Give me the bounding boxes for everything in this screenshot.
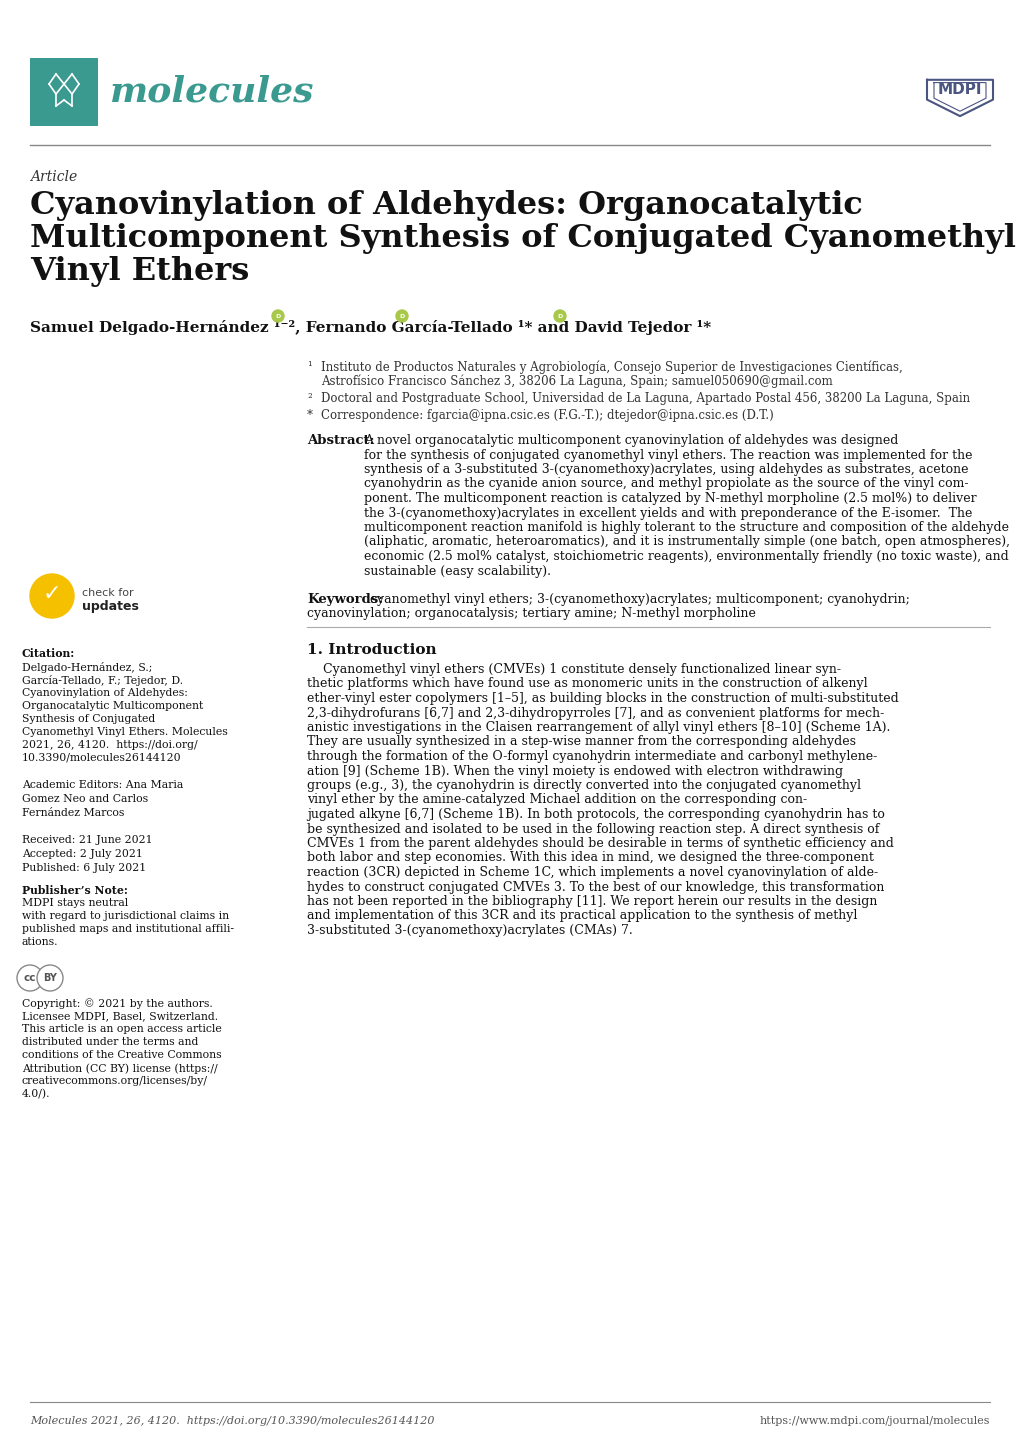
Text: MDPI stays neutral: MDPI stays neutral bbox=[22, 898, 128, 908]
Text: Doctoral and Postgraduate School, Universidad de La Laguna, Apartado Postal 456,: Doctoral and Postgraduate School, Univer… bbox=[321, 392, 969, 405]
Text: cc: cc bbox=[23, 973, 37, 983]
Text: Molecules 2021, 26, 4120.  https://doi.org/10.3390/molecules26144120: Molecules 2021, 26, 4120. https://doi.or… bbox=[30, 1416, 434, 1426]
Text: Multicomponent Synthesis of Conjugated Cyanomethyl: Multicomponent Synthesis of Conjugated C… bbox=[30, 224, 1015, 254]
Text: Citation:: Citation: bbox=[22, 647, 75, 659]
Text: molecules: molecules bbox=[110, 75, 314, 110]
Text: Cyanomethyl Vinyl Ethers. Molecules: Cyanomethyl Vinyl Ethers. Molecules bbox=[22, 727, 227, 737]
Text: synthesis of a 3-substituted 3-(cyanomethoxy)acrylates, using aldehydes as subst: synthesis of a 3-substituted 3-(cyanomet… bbox=[364, 463, 968, 476]
Circle shape bbox=[30, 574, 74, 619]
Text: groups (e.g., 3), the cyanohydrin is directly converted into the conjugated cyan: groups (e.g., 3), the cyanohydrin is dir… bbox=[307, 779, 860, 792]
Text: MDPI: MDPI bbox=[936, 82, 981, 98]
Text: sustainable (easy scalability).: sustainable (easy scalability). bbox=[364, 564, 550, 577]
Text: ether-vinyl ester copolymers [1–5], as building blocks in the construction of mu: ether-vinyl ester copolymers [1–5], as b… bbox=[307, 692, 898, 705]
Text: ²: ² bbox=[307, 392, 312, 405]
Text: Academic Editors: Ana Maria
Gomez Neo and Carlos
Fernández Marcos: Academic Editors: Ana Maria Gomez Neo an… bbox=[22, 780, 183, 818]
Text: and implementation of this 3CR and its practical application to the synthesis of: and implementation of this 3CR and its p… bbox=[307, 910, 857, 923]
Text: published maps and institutional affili-: published maps and institutional affili- bbox=[22, 924, 233, 934]
Text: Abstract:: Abstract: bbox=[307, 434, 374, 447]
Text: Instituto de Productos Naturales y Agrobiología, Consejo Superior de Investigaci: Instituto de Productos Naturales y Agrob… bbox=[321, 360, 902, 373]
Text: ation [9] (Scheme 1B). When the vinyl moiety is endowed with electron withdrawin: ation [9] (Scheme 1B). When the vinyl mo… bbox=[307, 764, 843, 777]
Text: 4.0/).: 4.0/). bbox=[22, 1089, 51, 1099]
Text: cyanomethyl vinyl ethers; 3-(cyanomethoxy)acrylates; multicomponent; cyanohydrin: cyanomethyl vinyl ethers; 3-(cyanomethox… bbox=[370, 593, 909, 606]
Text: check for: check for bbox=[82, 588, 133, 598]
Text: vinyl ether by the amine-catalyzed Michael addition on the corresponding con-: vinyl ether by the amine-catalyzed Micha… bbox=[307, 793, 806, 806]
Text: Cyanovinylation of Aldehydes: Organocatalytic: Cyanovinylation of Aldehydes: Organocata… bbox=[30, 190, 862, 221]
Text: Synthesis of Conjugated: Synthesis of Conjugated bbox=[22, 714, 155, 724]
Circle shape bbox=[272, 310, 283, 322]
Text: Copyright: © 2021 by the authors.: Copyright: © 2021 by the authors. bbox=[22, 998, 213, 1009]
Text: Keywords:: Keywords: bbox=[307, 593, 383, 606]
Circle shape bbox=[37, 965, 63, 991]
Text: both labor and step economies. With this idea in mind, we designed the three-com: both labor and step economies. With this… bbox=[307, 851, 873, 865]
Text: They are usually synthesized in a step-wise manner from the corresponding aldehy: They are usually synthesized in a step-w… bbox=[307, 735, 855, 748]
Text: anistic investigations in the Claisen rearrangement of allyl vinyl ethers [8–10]: anistic investigations in the Claisen re… bbox=[307, 721, 890, 734]
Text: 2,3-dihydrofurans [6,7] and 2,3-dihydropyrroles [7], and as convenient platforms: 2,3-dihydrofurans [6,7] and 2,3-dihydrop… bbox=[307, 707, 883, 720]
Text: A novel organocatalytic multicomponent cyanovinylation of aldehydes was designed: A novel organocatalytic multicomponent c… bbox=[364, 434, 898, 447]
Text: Vinyl Ethers: Vinyl Ethers bbox=[30, 257, 249, 287]
Text: the 3-(cyanomethoxy)acrylates in excellent yields and with preponderance of the : the 3-(cyanomethoxy)acrylates in excelle… bbox=[364, 506, 971, 519]
Circle shape bbox=[395, 310, 408, 322]
Text: Attribution (CC BY) license (https://: Attribution (CC BY) license (https:// bbox=[22, 1063, 217, 1073]
FancyBboxPatch shape bbox=[30, 58, 98, 125]
Polygon shape bbox=[926, 79, 993, 117]
Text: CMVEs 1 from the parent aldehydes should be desirable in terms of synthetic effi: CMVEs 1 from the parent aldehydes should… bbox=[307, 836, 893, 849]
Text: cyanovinylation; organocatalysis; tertiary amine; N-methyl morpholine: cyanovinylation; organocatalysis; tertia… bbox=[307, 607, 755, 620]
Text: thetic platforms which have found use as monomeric units in the construction of : thetic platforms which have found use as… bbox=[307, 678, 867, 691]
Text: updates: updates bbox=[82, 600, 139, 613]
Text: Astrofísico Francisco Sánchez 3, 38206 La Laguna, Spain; samuel050690@gmail.com: Astrofísico Francisco Sánchez 3, 38206 L… bbox=[321, 375, 832, 388]
Text: Published: 6 July 2021: Published: 6 July 2021 bbox=[22, 862, 146, 872]
Text: Samuel Delgado-Hernández ¹⁻², Fernando García-Tellado ¹* and David Tejedor ¹*: Samuel Delgado-Hernández ¹⁻², Fernando G… bbox=[30, 320, 710, 335]
Text: distributed under the terms and: distributed under the terms and bbox=[22, 1037, 198, 1047]
Circle shape bbox=[17, 965, 43, 991]
Text: D: D bbox=[275, 313, 280, 319]
Text: (aliphatic, aromatic, heteroaromatics), and it is instrumentally simple (one bat: (aliphatic, aromatic, heteroaromatics), … bbox=[364, 535, 1009, 548]
Text: Cyanovinylation of Aldehydes:: Cyanovinylation of Aldehydes: bbox=[22, 688, 187, 698]
Text: Correspondence: fgarcia@ipna.csic.es (F.G.-T.); dtejedor@ipna.csic.es (D.T.): Correspondence: fgarcia@ipna.csic.es (F.… bbox=[321, 410, 773, 423]
Text: Accepted: 2 July 2021: Accepted: 2 July 2021 bbox=[22, 849, 143, 859]
Text: Publisher’s Note:: Publisher’s Note: bbox=[22, 885, 127, 895]
Text: 1. Introduction: 1. Introduction bbox=[307, 643, 436, 658]
Text: *: * bbox=[307, 410, 313, 423]
Text: BY: BY bbox=[43, 973, 57, 983]
Text: ✓: ✓ bbox=[43, 584, 61, 604]
Text: for the synthesis of conjugated cyanomethyl vinyl ethers. The reaction was imple: for the synthesis of conjugated cyanomet… bbox=[364, 448, 971, 461]
Text: Licensee MDPI, Basel, Switzerland.: Licensee MDPI, Basel, Switzerland. bbox=[22, 1011, 218, 1021]
Text: be synthesized and isolated to be used in the following reaction step. A direct : be synthesized and isolated to be used i… bbox=[307, 822, 878, 835]
Text: https://www.mdpi.com/journal/molecules: https://www.mdpi.com/journal/molecules bbox=[759, 1416, 989, 1426]
Text: jugated alkyne [6,7] (Scheme 1B). In both protocols, the corresponding cyanohydr: jugated alkyne [6,7] (Scheme 1B). In bot… bbox=[307, 808, 884, 820]
Text: ations.: ations. bbox=[22, 937, 58, 947]
Text: 3-substituted 3-(cyanomethoxy)acrylates (CMAs) 7.: 3-substituted 3-(cyanomethoxy)acrylates … bbox=[307, 924, 632, 937]
Text: through the formation of the O-formyl cyanohydrin intermediate and carbonyl meth: through the formation of the O-formyl cy… bbox=[307, 750, 876, 763]
Text: Delgado-Hernández, S.;: Delgado-Hernández, S.; bbox=[22, 662, 152, 673]
Text: 2021, 26, 4120.  https://doi.org/: 2021, 26, 4120. https://doi.org/ bbox=[22, 740, 198, 750]
Text: García-Tellado, F.; Tejedor, D.: García-Tellado, F.; Tejedor, D. bbox=[22, 675, 183, 686]
Circle shape bbox=[553, 310, 566, 322]
Text: conditions of the Creative Commons: conditions of the Creative Commons bbox=[22, 1050, 221, 1060]
Text: creativecommons.org/licenses/by/: creativecommons.org/licenses/by/ bbox=[22, 1076, 208, 1086]
Text: multicomponent reaction manifold is highly tolerant to the structure and composi: multicomponent reaction manifold is high… bbox=[364, 521, 1008, 534]
Text: D: D bbox=[556, 313, 562, 319]
Text: D: D bbox=[399, 313, 405, 319]
Text: Cyanomethyl vinyl ethers (CMVEs) 1 constitute densely functionalized linear syn-: Cyanomethyl vinyl ethers (CMVEs) 1 const… bbox=[307, 663, 841, 676]
Text: hydes to construct conjugated CMVEs 3. To the best of our knowledge, this transf: hydes to construct conjugated CMVEs 3. T… bbox=[307, 881, 883, 894]
Text: Organocatalytic Multicomponent: Organocatalytic Multicomponent bbox=[22, 701, 203, 711]
Text: reaction (3CR) depicted in Scheme 1C, which implements a novel cyanovinylation o: reaction (3CR) depicted in Scheme 1C, wh… bbox=[307, 867, 877, 880]
Text: economic (2.5 mol% catalyst, stoichiometric reagents), environmentally friendly : economic (2.5 mol% catalyst, stoichiomet… bbox=[364, 549, 1008, 562]
Text: ¹: ¹ bbox=[307, 360, 312, 373]
Text: has not been reported in the bibliography [11]. We report herein our results in : has not been reported in the bibliograph… bbox=[307, 895, 876, 908]
Text: Article: Article bbox=[30, 170, 77, 185]
Text: This article is an open access article: This article is an open access article bbox=[22, 1024, 221, 1034]
Text: ponent. The multicomponent reaction is catalyzed by N-methyl morpholine (2.5 mol: ponent. The multicomponent reaction is c… bbox=[364, 492, 975, 505]
Text: with regard to jurisdictional claims in: with regard to jurisdictional claims in bbox=[22, 911, 229, 921]
Text: 10.3390/molecules26144120: 10.3390/molecules26144120 bbox=[22, 753, 181, 763]
Text: Received: 21 June 2021: Received: 21 June 2021 bbox=[22, 835, 153, 845]
Text: cyanohydrin as the cyanide anion source, and methyl propiolate as the source of : cyanohydrin as the cyanide anion source,… bbox=[364, 477, 968, 490]
